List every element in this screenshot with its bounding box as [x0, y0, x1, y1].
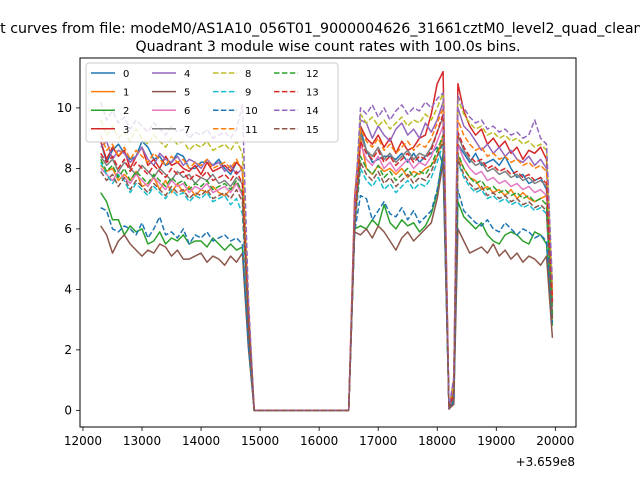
x-tick-label: 17000 [359, 434, 397, 448]
x-tick-label: 15000 [241, 434, 279, 448]
legend-label-11: 11 [245, 125, 258, 136]
series-line-15 [100, 140, 554, 412]
y-tick-label: 6 [64, 222, 72, 236]
legend-label-9: 9 [245, 88, 251, 99]
y-tick-label: 4 [64, 283, 72, 297]
series-line-9 [100, 143, 554, 412]
legend-label-15: 15 [306, 125, 319, 136]
series-line-8 [100, 92, 554, 412]
legend-label-12: 12 [306, 69, 319, 80]
series-lines [99, 70, 554, 412]
x-tick-label: 20000 [536, 434, 574, 448]
legend-label-4: 4 [184, 69, 190, 80]
legend-label-6: 6 [184, 106, 190, 117]
legend-label-1: 1 [123, 88, 129, 99]
legend-label-5: 5 [184, 88, 190, 99]
x-tick-label: 14000 [182, 434, 220, 448]
figure-suptitle: Light curves from file: modeM0/AS1A10_05… [0, 21, 640, 37]
legend-label-13: 13 [306, 88, 319, 99]
legend-label-3: 3 [123, 125, 129, 136]
x-tick-label: 13000 [123, 434, 161, 448]
legend-label-7: 7 [184, 125, 190, 136]
x-tick-label: 12000 [64, 434, 102, 448]
plot-frame [79, 57, 577, 428]
legend-label-8: 8 [245, 69, 251, 80]
y-axis-ticks: 0 2 4 6 8 10 [57, 101, 80, 418]
y-tick-label: 2 [64, 343, 72, 357]
chart-title: Quadrant 3 module wise count rates with … [135, 39, 520, 55]
legend-label-14: 14 [306, 106, 319, 117]
y-tick-label: 10 [57, 101, 72, 115]
x-axis-offset-label: +3.659e8 [516, 455, 575, 469]
y-tick-label: 8 [64, 162, 72, 176]
x-tick-label: 19000 [477, 434, 515, 448]
legend-label-10: 10 [245, 106, 258, 117]
x-tick-label: 16000 [300, 434, 338, 448]
x-axis-ticks: 12000 13000 14000 15000 16000 17000 18000 19000… [64, 427, 574, 448]
y-tick-label: 0 [64, 404, 72, 418]
legend-label-2: 2 [123, 106, 129, 117]
legend-label-0: 0 [123, 69, 129, 80]
legend-frame [85, 62, 339, 143]
x-tick-label: 18000 [418, 434, 456, 448]
